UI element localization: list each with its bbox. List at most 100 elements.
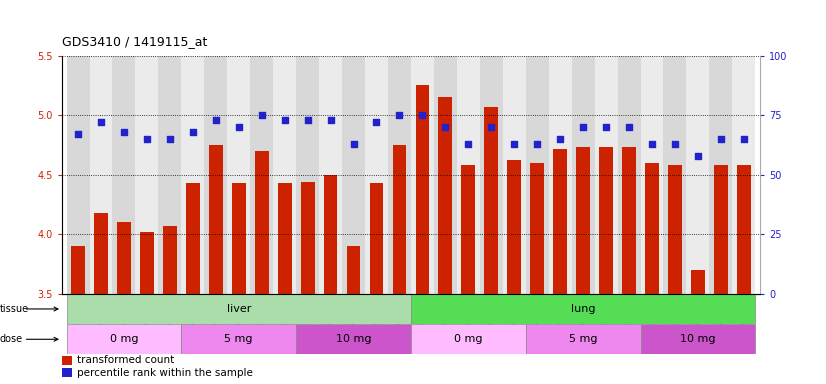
- Point: [186, 129, 199, 135]
- Text: dose: dose: [0, 334, 23, 344]
- Text: transformed count: transformed count: [78, 355, 174, 366]
- Bar: [365, 56, 388, 294]
- Point: [370, 119, 383, 126]
- Bar: [686, 56, 710, 294]
- Bar: [204, 56, 227, 294]
- Point: [600, 124, 613, 130]
- Point: [462, 141, 475, 147]
- Point: [347, 141, 360, 147]
- Bar: [273, 56, 297, 294]
- Bar: [553, 149, 567, 294]
- Bar: [439, 98, 453, 294]
- Text: lung: lung: [571, 304, 596, 314]
- Bar: [319, 56, 342, 294]
- Bar: [484, 107, 498, 294]
- Bar: [392, 145, 406, 294]
- Point: [255, 112, 268, 118]
- Point: [324, 117, 337, 123]
- Bar: [503, 56, 525, 294]
- Bar: [530, 163, 544, 294]
- Bar: [140, 232, 154, 294]
- Bar: [135, 56, 159, 294]
- Point: [71, 131, 84, 137]
- Bar: [62, 356, 73, 365]
- Bar: [599, 147, 613, 294]
- Text: 5 mg: 5 mg: [225, 334, 253, 344]
- Bar: [159, 56, 182, 294]
- Point: [485, 124, 498, 130]
- Bar: [369, 183, 383, 294]
- Point: [209, 117, 222, 123]
- Bar: [462, 165, 475, 294]
- Point: [645, 141, 658, 147]
- Text: 0 mg: 0 mg: [454, 334, 482, 344]
- Point: [415, 112, 429, 118]
- Bar: [457, 56, 480, 294]
- Text: percentile rank within the sample: percentile rank within the sample: [78, 367, 254, 377]
- Bar: [67, 324, 182, 354]
- Point: [738, 136, 751, 142]
- Point: [393, 112, 406, 118]
- Bar: [62, 368, 73, 377]
- Bar: [342, 56, 365, 294]
- Bar: [182, 324, 297, 354]
- Bar: [232, 183, 245, 294]
- Point: [508, 141, 521, 147]
- Text: liver: liver: [226, 304, 251, 314]
- Bar: [297, 324, 411, 354]
- Bar: [182, 56, 204, 294]
- Point: [278, 117, 292, 123]
- Bar: [388, 56, 411, 294]
- Bar: [67, 56, 89, 294]
- Bar: [297, 56, 319, 294]
- Bar: [227, 56, 250, 294]
- Bar: [117, 222, 131, 294]
- Bar: [324, 175, 338, 294]
- Point: [94, 119, 107, 126]
- Bar: [209, 145, 223, 294]
- Bar: [163, 226, 177, 294]
- Bar: [254, 151, 268, 294]
- Point: [691, 152, 705, 159]
- Bar: [710, 56, 733, 294]
- Text: tissue: tissue: [0, 304, 29, 314]
- Text: 0 mg: 0 mg: [110, 334, 138, 344]
- Point: [164, 136, 177, 142]
- Text: 10 mg: 10 mg: [336, 334, 371, 344]
- Bar: [640, 56, 663, 294]
- Text: GDS3410 / 1419115_at: GDS3410 / 1419115_at: [62, 35, 207, 48]
- Bar: [67, 294, 411, 324]
- Bar: [94, 213, 108, 294]
- Bar: [411, 294, 755, 324]
- Bar: [250, 56, 273, 294]
- Point: [553, 136, 567, 142]
- Bar: [411, 56, 434, 294]
- Point: [439, 124, 452, 130]
- Bar: [622, 147, 636, 294]
- Bar: [278, 183, 292, 294]
- Bar: [572, 56, 595, 294]
- Text: 5 mg: 5 mg: [569, 334, 597, 344]
- Bar: [595, 56, 618, 294]
- Bar: [89, 56, 112, 294]
- Point: [232, 124, 245, 130]
- Bar: [640, 324, 755, 354]
- Bar: [733, 56, 755, 294]
- Point: [140, 136, 154, 142]
- Bar: [645, 163, 659, 294]
- Bar: [480, 56, 503, 294]
- Bar: [714, 165, 728, 294]
- Bar: [618, 56, 640, 294]
- Bar: [507, 161, 521, 294]
- Bar: [347, 246, 360, 294]
- Bar: [301, 182, 315, 294]
- Point: [301, 117, 314, 123]
- Bar: [525, 56, 548, 294]
- Bar: [691, 270, 705, 294]
- Point: [623, 124, 636, 130]
- Point: [530, 141, 544, 147]
- Point: [117, 129, 131, 135]
- Point: [714, 136, 728, 142]
- Bar: [548, 56, 572, 294]
- Bar: [525, 324, 640, 354]
